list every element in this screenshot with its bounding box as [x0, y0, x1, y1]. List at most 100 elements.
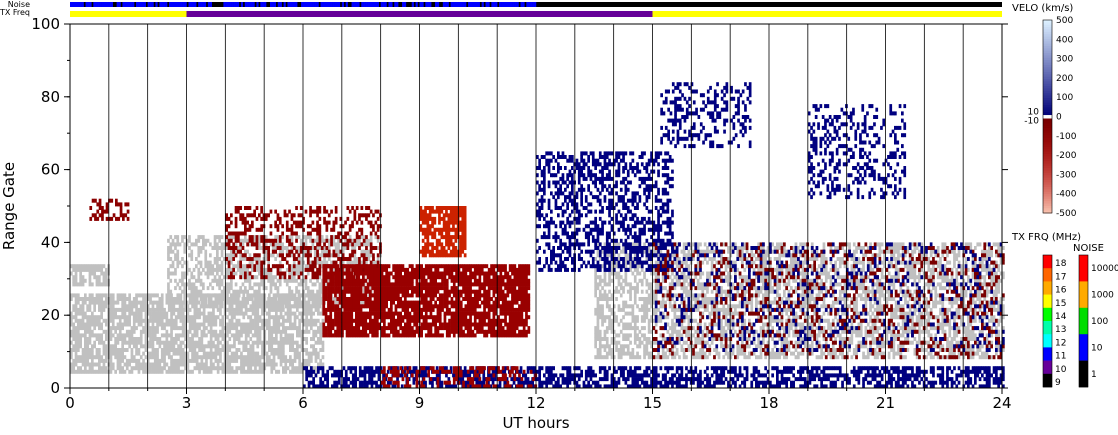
cell [277, 369, 281, 374]
cell [197, 293, 201, 298]
cell [696, 337, 700, 341]
noise-mark [269, 2, 273, 7]
cell [237, 337, 241, 341]
cell [310, 297, 313, 301]
cell [318, 260, 322, 265]
cell [708, 278, 712, 283]
cell [810, 297, 814, 301]
cell [167, 257, 170, 261]
cell [701, 337, 705, 341]
cell [319, 297, 322, 301]
cell [139, 315, 143, 320]
cell [255, 282, 259, 287]
cell [794, 333, 798, 338]
cell [743, 355, 747, 360]
cell [216, 348, 220, 352]
cell [759, 278, 763, 283]
cell [181, 340, 185, 345]
cell [184, 344, 187, 349]
cell [715, 322, 719, 327]
cell [727, 351, 730, 356]
cell [675, 257, 679, 261]
cell [158, 318, 162, 323]
cell [205, 326, 208, 331]
cell [703, 286, 707, 291]
cell [334, 246, 338, 250]
cell [213, 238, 217, 243]
cell [170, 318, 173, 323]
cell [633, 337, 637, 341]
cell [303, 329, 306, 334]
cell [165, 351, 169, 356]
cell [701, 271, 705, 276]
cell [664, 315, 667, 320]
cell [610, 267, 614, 272]
cell [694, 329, 698, 334]
cell [829, 267, 833, 272]
cell [643, 333, 646, 338]
cell [769, 318, 772, 323]
cell [810, 322, 814, 327]
cell [289, 307, 292, 312]
cell [647, 297, 651, 301]
cell [852, 348, 856, 352]
cell [605, 326, 609, 331]
cell [657, 315, 660, 320]
cell [153, 333, 157, 338]
cell [286, 337, 290, 341]
cell [757, 300, 760, 305]
cell [771, 300, 774, 305]
cell [778, 253, 781, 258]
cell [160, 340, 164, 345]
cell [773, 344, 777, 349]
cell [319, 340, 322, 345]
cell [219, 297, 222, 301]
cell [736, 311, 740, 316]
cell [95, 369, 99, 374]
noise-mark [462, 2, 465, 7]
cell [778, 286, 781, 291]
cell [654, 282, 658, 287]
cell [151, 362, 155, 367]
cell [692, 318, 695, 323]
cell [755, 300, 758, 305]
cell [305, 340, 308, 345]
cell [88, 355, 92, 360]
cell [307, 297, 311, 301]
cell [77, 300, 80, 305]
cell [125, 315, 129, 320]
cell [114, 369, 117, 374]
cell [303, 348, 306, 352]
cell [81, 311, 85, 316]
cell [696, 267, 700, 272]
cell [270, 369, 274, 374]
cell [292, 278, 296, 283]
cell [631, 307, 635, 312]
cell [77, 297, 80, 301]
cell [727, 311, 730, 316]
cell [598, 344, 602, 349]
cell [296, 315, 299, 320]
cell [100, 297, 103, 301]
cell [176, 253, 180, 258]
cell [289, 315, 292, 320]
cell [195, 362, 199, 367]
noise-mark [355, 2, 358, 7]
cell [219, 355, 222, 360]
cell [72, 307, 75, 312]
cell [311, 293, 315, 298]
cell [302, 253, 305, 258]
cell [191, 344, 194, 349]
cell [845, 351, 849, 356]
cell [221, 344, 225, 349]
noise-mark [425, 2, 428, 7]
cell [311, 246, 315, 250]
cell [780, 340, 784, 345]
cell [300, 366, 304, 371]
cell [293, 293, 297, 298]
cell [810, 348, 814, 352]
cell [74, 307, 78, 312]
cell [167, 246, 170, 250]
cell [165, 311, 169, 316]
cell [174, 348, 178, 352]
